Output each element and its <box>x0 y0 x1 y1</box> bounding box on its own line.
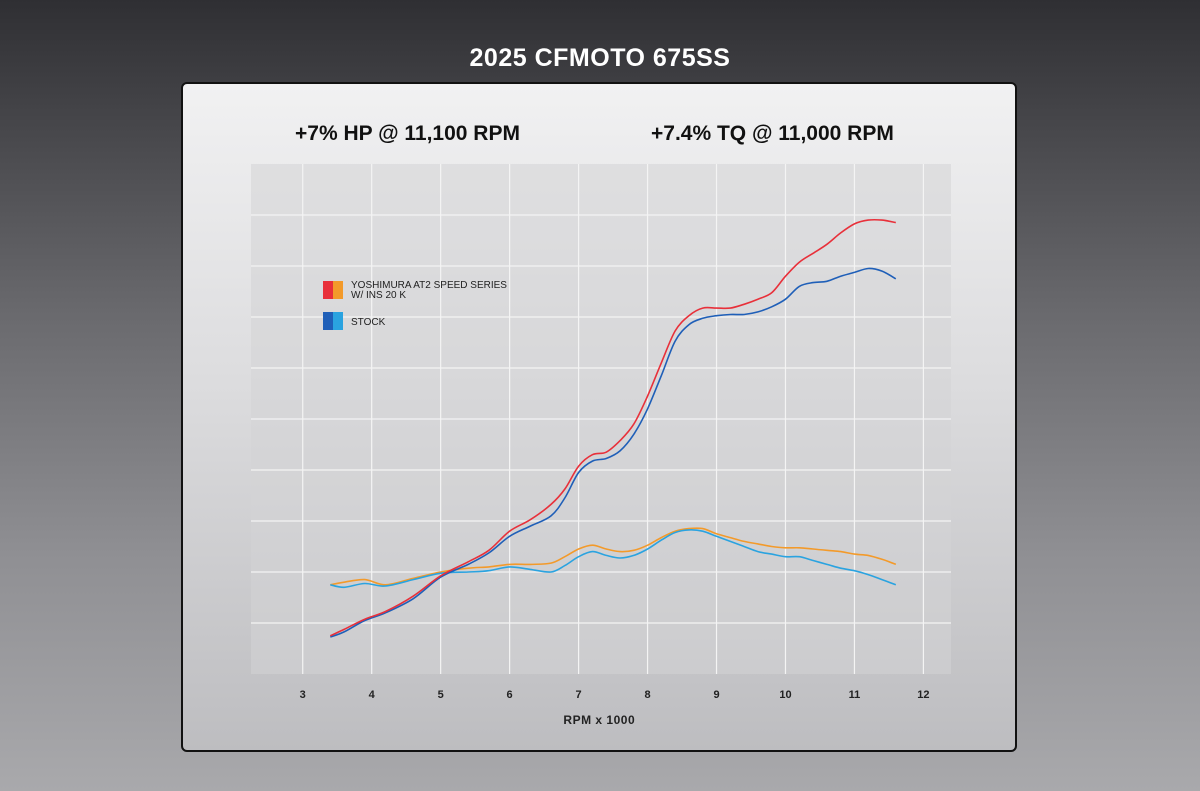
x-tick-label: 10 <box>779 689 791 701</box>
chart-panel: +7% HP @ 11,100 RPM +7.4% TQ @ 11,000 RP… <box>181 82 1017 752</box>
legend-label-stock: STOCK <box>351 317 386 328</box>
x-axis-label: RPM x 1000 <box>563 713 635 727</box>
tq-gain-headline: +7.4% TQ @ 11,000 RPM <box>651 122 894 145</box>
legend-label-yoshimura-line2: W/ INS 20 K <box>351 290 406 301</box>
legend-swatch-yoshimura-b <box>333 281 343 299</box>
hp-gain-headline: +7% HP @ 11,100 RPM <box>295 122 520 145</box>
legend-swatch-stock-b <box>333 312 343 330</box>
x-tick-label: 12 <box>917 689 929 701</box>
x-tick-label: 7 <box>576 689 582 701</box>
x-tick-label: 4 <box>369 689 376 701</box>
series-yoshimura-tq-line <box>330 527 897 586</box>
x-tick-label: 11 <box>849 689 861 701</box>
x-tick-label: 8 <box>644 689 650 701</box>
legend-swatch-yoshimura-a <box>323 281 333 299</box>
x-tick-label: 3 <box>300 689 306 701</box>
x-tick-label: 9 <box>713 689 719 701</box>
legend-swatch-stock-a <box>323 312 333 330</box>
x-tick-label: 6 <box>507 689 513 701</box>
dyno-chart: 3 4 5 6 7 8 9 10 11 12 RPM x 1000 YOSHIMURA AT2 SPE… <box>251 164 951 727</box>
series-stock-tq-line <box>330 529 897 589</box>
series-yoshimura-hp-line <box>329 218 896 637</box>
legend-label-yoshimura-line1: YOSHIMURA AT2 SPEED SERIES <box>351 280 507 291</box>
series-stock-hp-line <box>330 267 897 638</box>
page-title: 2025 CFMOTO 675SS <box>469 44 731 72</box>
x-tick-label: 5 <box>438 689 444 701</box>
